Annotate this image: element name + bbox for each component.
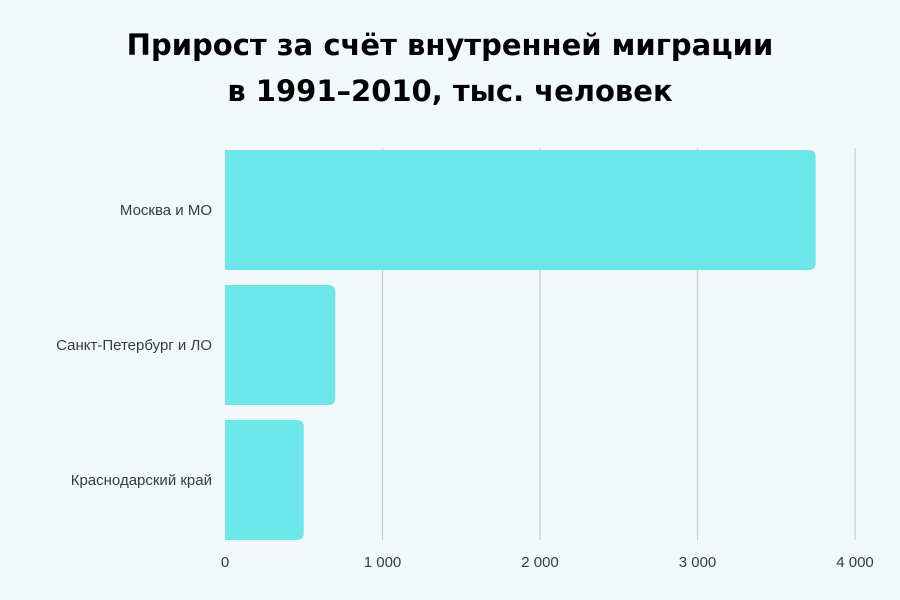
bar-1: [225, 150, 816, 270]
category-label-2: Санкт-Петербург и ЛО: [56, 337, 212, 354]
x-tick-label-3000: 3 000: [679, 554, 717, 571]
x-axis-tick-labels: 0 1 000 2 000 3 000 4 000: [221, 554, 874, 571]
bar-2: [225, 285, 336, 405]
x-tick-label-1000: 1 000: [364, 554, 402, 571]
x-tick-label-4000: 4 000: [836, 554, 874, 571]
chart-title-line-1: Прирост за счёт внутренней миграции: [126, 28, 774, 62]
category-label-3: Краснодарский край: [71, 472, 212, 489]
chart-title-line-2: в 1991–2010, тыс. человек: [227, 74, 673, 108]
x-tick-label-0: 0: [221, 554, 229, 571]
bar-3: [225, 420, 304, 540]
x-tick-label-2000: 2 000: [521, 554, 559, 571]
category-labels: Москва и МО Санкт-Петербург и ЛО Краснодар…: [56, 202, 212, 489]
category-label-1: Москва и МО: [120, 202, 212, 219]
chart-title: Прирост за счёт внутренней миграции в 19…: [0, 22, 900, 114]
bars: [225, 150, 816, 540]
